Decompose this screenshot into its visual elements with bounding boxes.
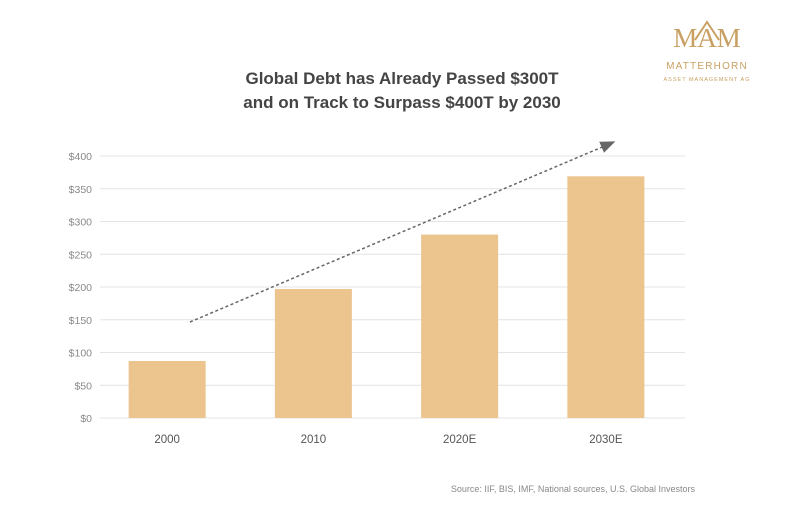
logo-tagline: ASSET MANAGEMENT AG (664, 77, 751, 83)
logo: MAM MATTERHORN ASSET MANAGEMENT AG (664, 20, 751, 83)
y-tick-label: $0 (80, 413, 92, 425)
bar-2010 (274, 288, 352, 418)
bar-2000 (128, 361, 206, 418)
logo-mark: MAM (673, 23, 741, 53)
x-tick-label: 2010 (301, 434, 327, 446)
y-tick-label: $50 (74, 380, 92, 392)
y-tick-label: $400 (69, 151, 93, 163)
trend-arrow (189, 141, 616, 323)
x-tick-label: 2000 (154, 434, 180, 446)
source-note: Source: IIF, BIS, IMF, National sources,… (451, 484, 696, 494)
logo-name: MATTERHORN (666, 61, 748, 72)
mountain-icon (694, 20, 720, 41)
chart-title-line-2: and on Track to Surpass $400T by 2030 (243, 93, 560, 112)
bar-2030e (567, 176, 645, 418)
x-axis: 2000 2010 2020E 2030E (154, 434, 622, 446)
y-tick-label: $100 (69, 348, 93, 360)
y-axis: $0 $50 $100 $150 $200 $250 $300 $350 $400 (69, 151, 93, 425)
y-tick-label: $350 (69, 184, 93, 196)
bar-2020e (421, 234, 499, 418)
bars (128, 176, 645, 418)
y-tick-label: $150 (69, 315, 93, 327)
y-tick-label: $200 (69, 282, 93, 294)
chart-title-line-1: Global Debt has Already Passed $300T (245, 69, 559, 88)
x-tick-label: 2030E (589, 434, 623, 446)
y-tick-label: $250 (69, 249, 93, 261)
y-tick-label: $300 (69, 217, 93, 229)
x-tick-label: 2020E (443, 434, 477, 446)
